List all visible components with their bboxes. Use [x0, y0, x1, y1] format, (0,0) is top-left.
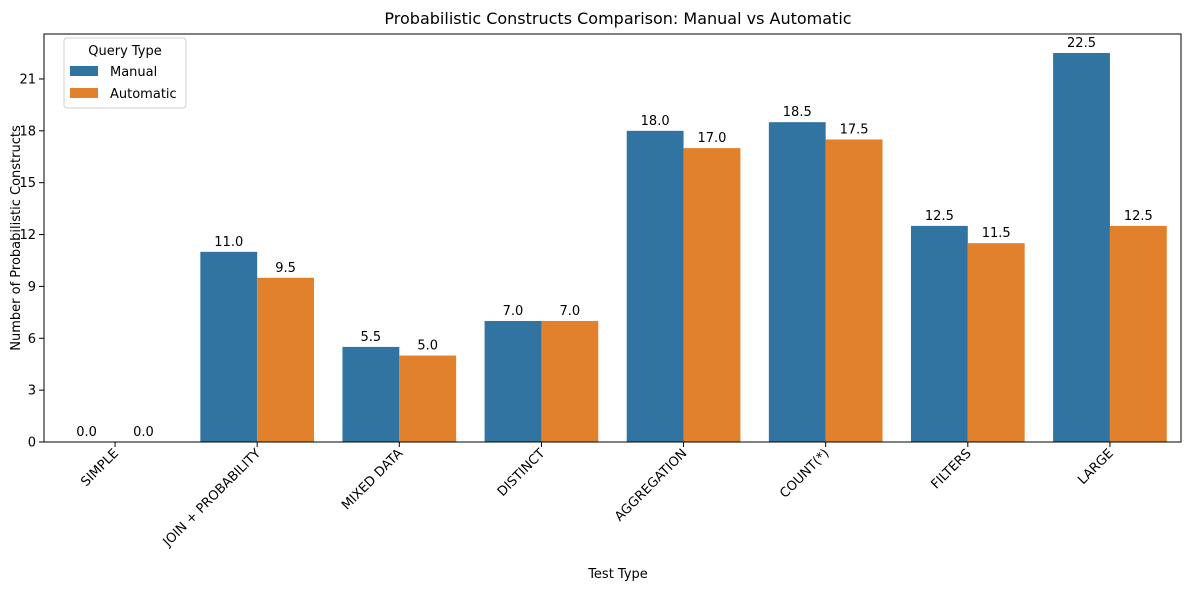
value-label-automatic-8: 12.5: [1124, 209, 1153, 224]
value-label-manual-5: 18.0: [641, 114, 670, 129]
x-axis-label: Test Type: [587, 567, 648, 582]
bar-automatic-6: [825, 139, 883, 442]
bar-manual-6: [768, 122, 826, 442]
bar-automatic-5: [683, 148, 741, 443]
value-label-manual-2: 11.0: [214, 235, 243, 250]
legend: Query Type Manual Automatic: [63, 37, 187, 109]
y-tick-label-15: 15: [19, 176, 36, 191]
value-label-manual-1: 0.0: [76, 425, 97, 440]
x-tick-label-5: AGGREGATION: [612, 446, 690, 524]
plot-frame: [43, 33, 1182, 443]
bar-manual-4: [484, 320, 542, 442]
value-label-automatic-2: 9.5: [275, 261, 296, 276]
legend-label-manual: Manual: [110, 65, 157, 80]
bar-automatic-2: [257, 277, 315, 442]
value-label-automatic-4: 7.0: [560, 304, 581, 319]
bar-manual-5: [626, 130, 684, 443]
value-label-automatic-1: 0.0: [133, 425, 154, 440]
x-axis: SIMPLE JOIN + PROBABILITY MIXED DATA DISTIN…: [78, 442, 1117, 550]
value-label-automatic-7: 11.5: [982, 226, 1011, 241]
bar-manual-8: [1053, 53, 1110, 443]
y-tick-label-21: 21: [19, 72, 36, 87]
bar-automatic-8: [1109, 225, 1167, 442]
y-axis: 0 3 6 9 12 15 18 21: [19, 72, 44, 451]
chart-title: Probabilistic Constructs Comparison: Man…: [384, 9, 851, 28]
value-labels-layer: 0.0 11.0 5.5 7.0 18.0 18.5 12.5 22.5 0.0 9.5 5.0 7.…: [76, 36, 1153, 440]
bar-manual-2: [200, 251, 258, 442]
value-label-manual-6: 18.5: [783, 105, 812, 120]
bar-automatic-4: [541, 320, 599, 442]
bar-automatic-3: [399, 355, 457, 442]
y-tick-label-12: 12: [19, 228, 36, 243]
x-tick-label-7: FILTERS: [929, 446, 975, 492]
value-label-automatic-6: 17.5: [840, 122, 869, 137]
y-axis-label: Number of Probabilistic Constructs: [9, 125, 24, 351]
bar-automatic-7: [967, 243, 1025, 442]
bar-manual-3: [342, 346, 400, 442]
value-label-manual-3: 5.5: [361, 330, 382, 345]
y-tick-label-0: 0: [28, 436, 36, 451]
bars-layer: [200, 53, 1167, 443]
x-tick-label-3: MIXED DATA: [339, 446, 406, 513]
legend-label-automatic: Automatic: [110, 87, 177, 102]
value-label-manual-8: 22.5: [1067, 36, 1096, 51]
value-label-automatic-5: 17.0: [698, 131, 727, 146]
y-tick-label-18: 18: [19, 124, 36, 139]
x-tick-label-4: DISTINCT: [495, 446, 549, 500]
value-label-automatic-3: 5.0: [417, 339, 438, 354]
y-tick-label-3: 3: [28, 384, 36, 399]
y-tick-label-6: 6: [28, 332, 36, 347]
x-tick-label-8: LARGE: [1075, 446, 1117, 488]
value-label-manual-4: 7.0: [503, 304, 524, 319]
legend-swatch-manual: [70, 66, 98, 76]
legend-title: Query Type: [88, 44, 162, 59]
x-tick-label-6: COUNT(*): [777, 446, 832, 501]
bar-manual-7: [910, 225, 968, 442]
y-tick-label-9: 9: [28, 280, 36, 295]
legend-swatch-automatic: [70, 88, 98, 98]
value-label-manual-7: 12.5: [925, 209, 954, 224]
x-tick-label-1: SIMPLE: [78, 446, 122, 490]
x-tick-label-2: JOIN + PROBABILITY: [160, 446, 264, 550]
